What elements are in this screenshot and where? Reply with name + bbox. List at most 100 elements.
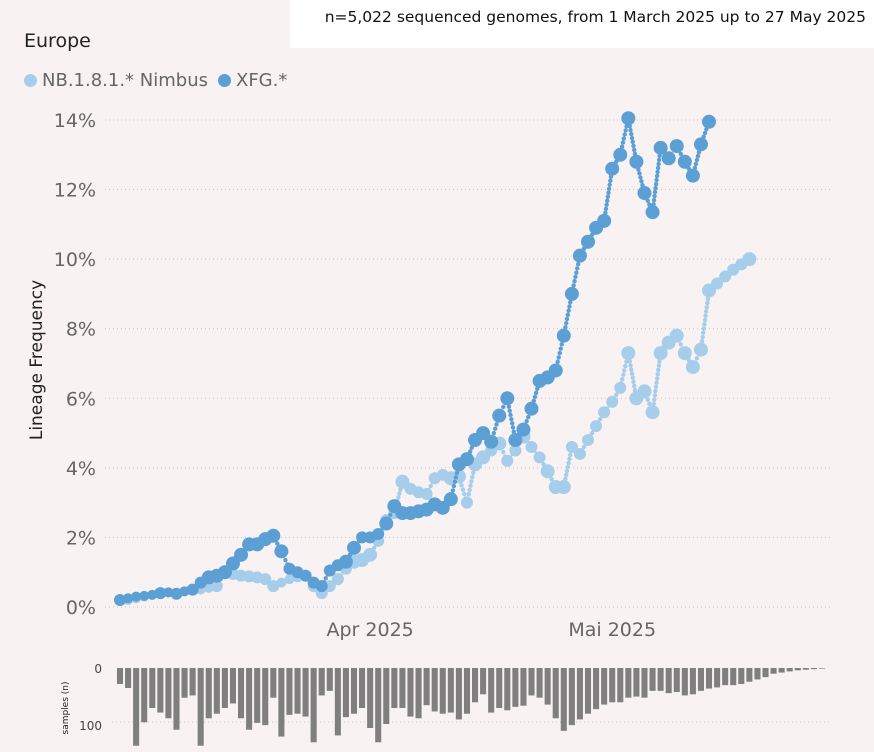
xfg-point [661,151,676,166]
nimbus-point [210,580,223,593]
nimbus-point [276,577,287,588]
legend-item-nimbus[interactable]: NB.1.8.1.* Nimbus [24,70,208,91]
series-line-dot [621,372,626,378]
sample-bar [649,668,656,691]
legend-marker-xfg [218,74,231,87]
sample-bar [246,668,253,730]
nimbus-point [509,444,522,457]
sample-bar [601,668,608,705]
sample-bar [302,668,309,717]
nimbus-point [637,384,652,399]
series-line-dot [702,317,708,323]
sample-bar [165,668,172,719]
series-line-dot [506,404,512,409]
legend-marker-nimbus [24,74,37,87]
sample-bar [415,668,422,719]
nimbus-point [669,328,684,343]
series-line-dot [563,325,568,330]
sample-bar [528,668,535,696]
nimbus-point [525,440,538,453]
xfg-point [154,587,167,600]
series-line-dot [655,169,660,175]
series-line-dot [693,161,699,167]
xfg-point [653,140,668,155]
series-line-dot [574,270,579,275]
series-line-dot [629,371,635,376]
xfg-point [685,168,700,183]
xfg-point [629,154,644,169]
sample-bar [472,668,479,703]
series-line-dot [645,397,650,402]
xfg-point [564,286,579,301]
nimbus-point [711,277,724,290]
sample-bar [714,668,721,688]
sample-bar [665,668,672,694]
series-line-dot [568,452,573,458]
series-line-dot [575,266,580,271]
series-line-dot [564,472,569,478]
xfg-point [548,363,563,378]
nimbus-point [363,547,378,562]
sample-bar [609,668,616,703]
series-line-dot [621,136,627,141]
series-line-dot [624,124,629,129]
sample-bar [455,668,462,720]
series-line-dot [549,476,554,482]
series-line-dot [628,127,633,133]
series-line-dot [555,359,560,364]
series-line-dot [565,312,571,317]
series-line-dot [494,422,499,427]
y-tick-label: 14% [54,110,96,132]
xfg-point [556,328,571,343]
xfg-point [693,137,708,152]
series-line-dot [694,157,700,163]
nimbus-point [598,406,611,419]
xfg-point [621,111,636,126]
sample-bar [221,668,228,708]
series-line-dot [453,475,459,480]
series-line-dot [678,151,683,157]
sample-bar [625,668,632,698]
y-tick-label: 8% [66,319,96,341]
sample-bar [544,668,551,705]
series-line-dot [655,165,661,171]
series-line-dot [653,181,659,187]
xfg-point [139,590,150,601]
y-tick-label: 0% [66,597,96,619]
series-line-dot [509,421,515,426]
series-line-dot [606,186,612,191]
series-line-dot [695,153,701,159]
series-line-dot [700,334,705,340]
series-line-dot [566,460,571,466]
series-line-dot [704,305,709,310]
xfg-point [645,205,660,220]
nimbus-point [501,454,514,467]
series-line-dot [694,356,700,361]
series-line-dot [631,143,636,149]
y-tick-label: 12% [54,180,96,202]
sample-bar [262,668,269,726]
series-line-dot [581,444,587,450]
series-line-dot [501,404,506,410]
series-line-dot [654,376,660,381]
series-line-dot [703,309,709,314]
series-line-dot [632,147,637,153]
series-line-dot [622,368,627,373]
series-line-dot [510,425,516,430]
series-line-dot [467,487,472,493]
y-tick-label: 4% [66,458,96,480]
sample-bar [205,668,212,719]
series-line-dot [631,379,636,385]
sample-bar [173,668,180,730]
series-line-dot [654,173,660,179]
sample-bar [423,668,430,706]
legend-label-xfg: XFG.* [236,70,288,91]
legend-label-nimbus: NB.1.8.1.* Nimbus [42,70,208,91]
sample-bar [496,668,503,708]
series-line-dot [701,326,707,331]
legend-item-xfg[interactable]: XFG.* [218,70,287,91]
sample-bar [149,668,156,708]
chart-subtitle: n=5,022 sequenced genomes, from 1 March … [324,8,866,26]
xfg-point [274,544,289,559]
